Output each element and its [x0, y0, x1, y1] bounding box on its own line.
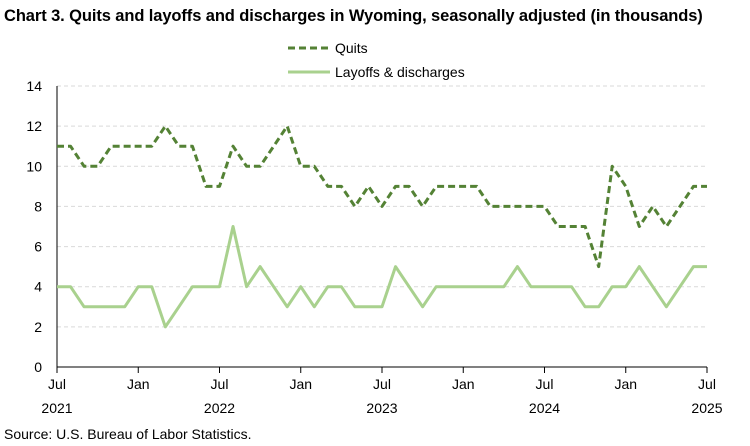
series-line-quits: [57, 124, 707, 269]
series-lines: [57, 124, 707, 329]
y-tick-label: 6: [34, 239, 42, 255]
y-tick-label: 8: [34, 198, 42, 214]
y-tick-label: 12: [26, 118, 42, 134]
legend: Quits Layoffs & discharges: [288, 40, 465, 80]
x-tick-year-label: 2025: [691, 400, 722, 416]
legend-label-layoffs-discharges: Layoffs & discharges: [335, 64, 465, 80]
x-tick-year-label: 2023: [366, 400, 397, 416]
legend-label-quits: Quits: [335, 40, 368, 56]
x-tick-label: Jul: [536, 376, 554, 392]
x-tick-label: Jul: [698, 376, 716, 392]
axes: 0 2 4 6 8 10 12 14 Jul 2021 Jan Jul 2022 Jan Jul 2023 Ja…: [26, 78, 722, 416]
x-tick-label: Jul: [48, 376, 66, 392]
chart-title: Chart 3. Quits and layoffs and discharge…: [4, 7, 703, 25]
x-tick-year-label: 2024: [529, 400, 560, 416]
y-tick-label: 10: [26, 158, 42, 174]
chart-source: Source: U.S. Bureau of Labor Statistics.: [4, 426, 252, 442]
x-tick-year-label: 2021: [41, 400, 72, 416]
x-tick-label: Jul: [211, 376, 229, 392]
x-tick-year-label: 2022: [204, 400, 235, 416]
y-tick-label: 0: [34, 359, 42, 375]
x-tick-label: Jan: [289, 376, 312, 392]
y-tick-label: 2: [34, 319, 42, 335]
series-line-layoffs-discharges: [57, 225, 707, 329]
y-tick-label: 4: [34, 279, 42, 295]
x-tick-label: Jan: [452, 376, 475, 392]
x-tick-label: Jul: [373, 376, 391, 392]
y-tick-label: 14: [26, 78, 42, 94]
x-tick-label: Jan: [614, 376, 637, 392]
x-tick-label: Jan: [127, 376, 150, 392]
